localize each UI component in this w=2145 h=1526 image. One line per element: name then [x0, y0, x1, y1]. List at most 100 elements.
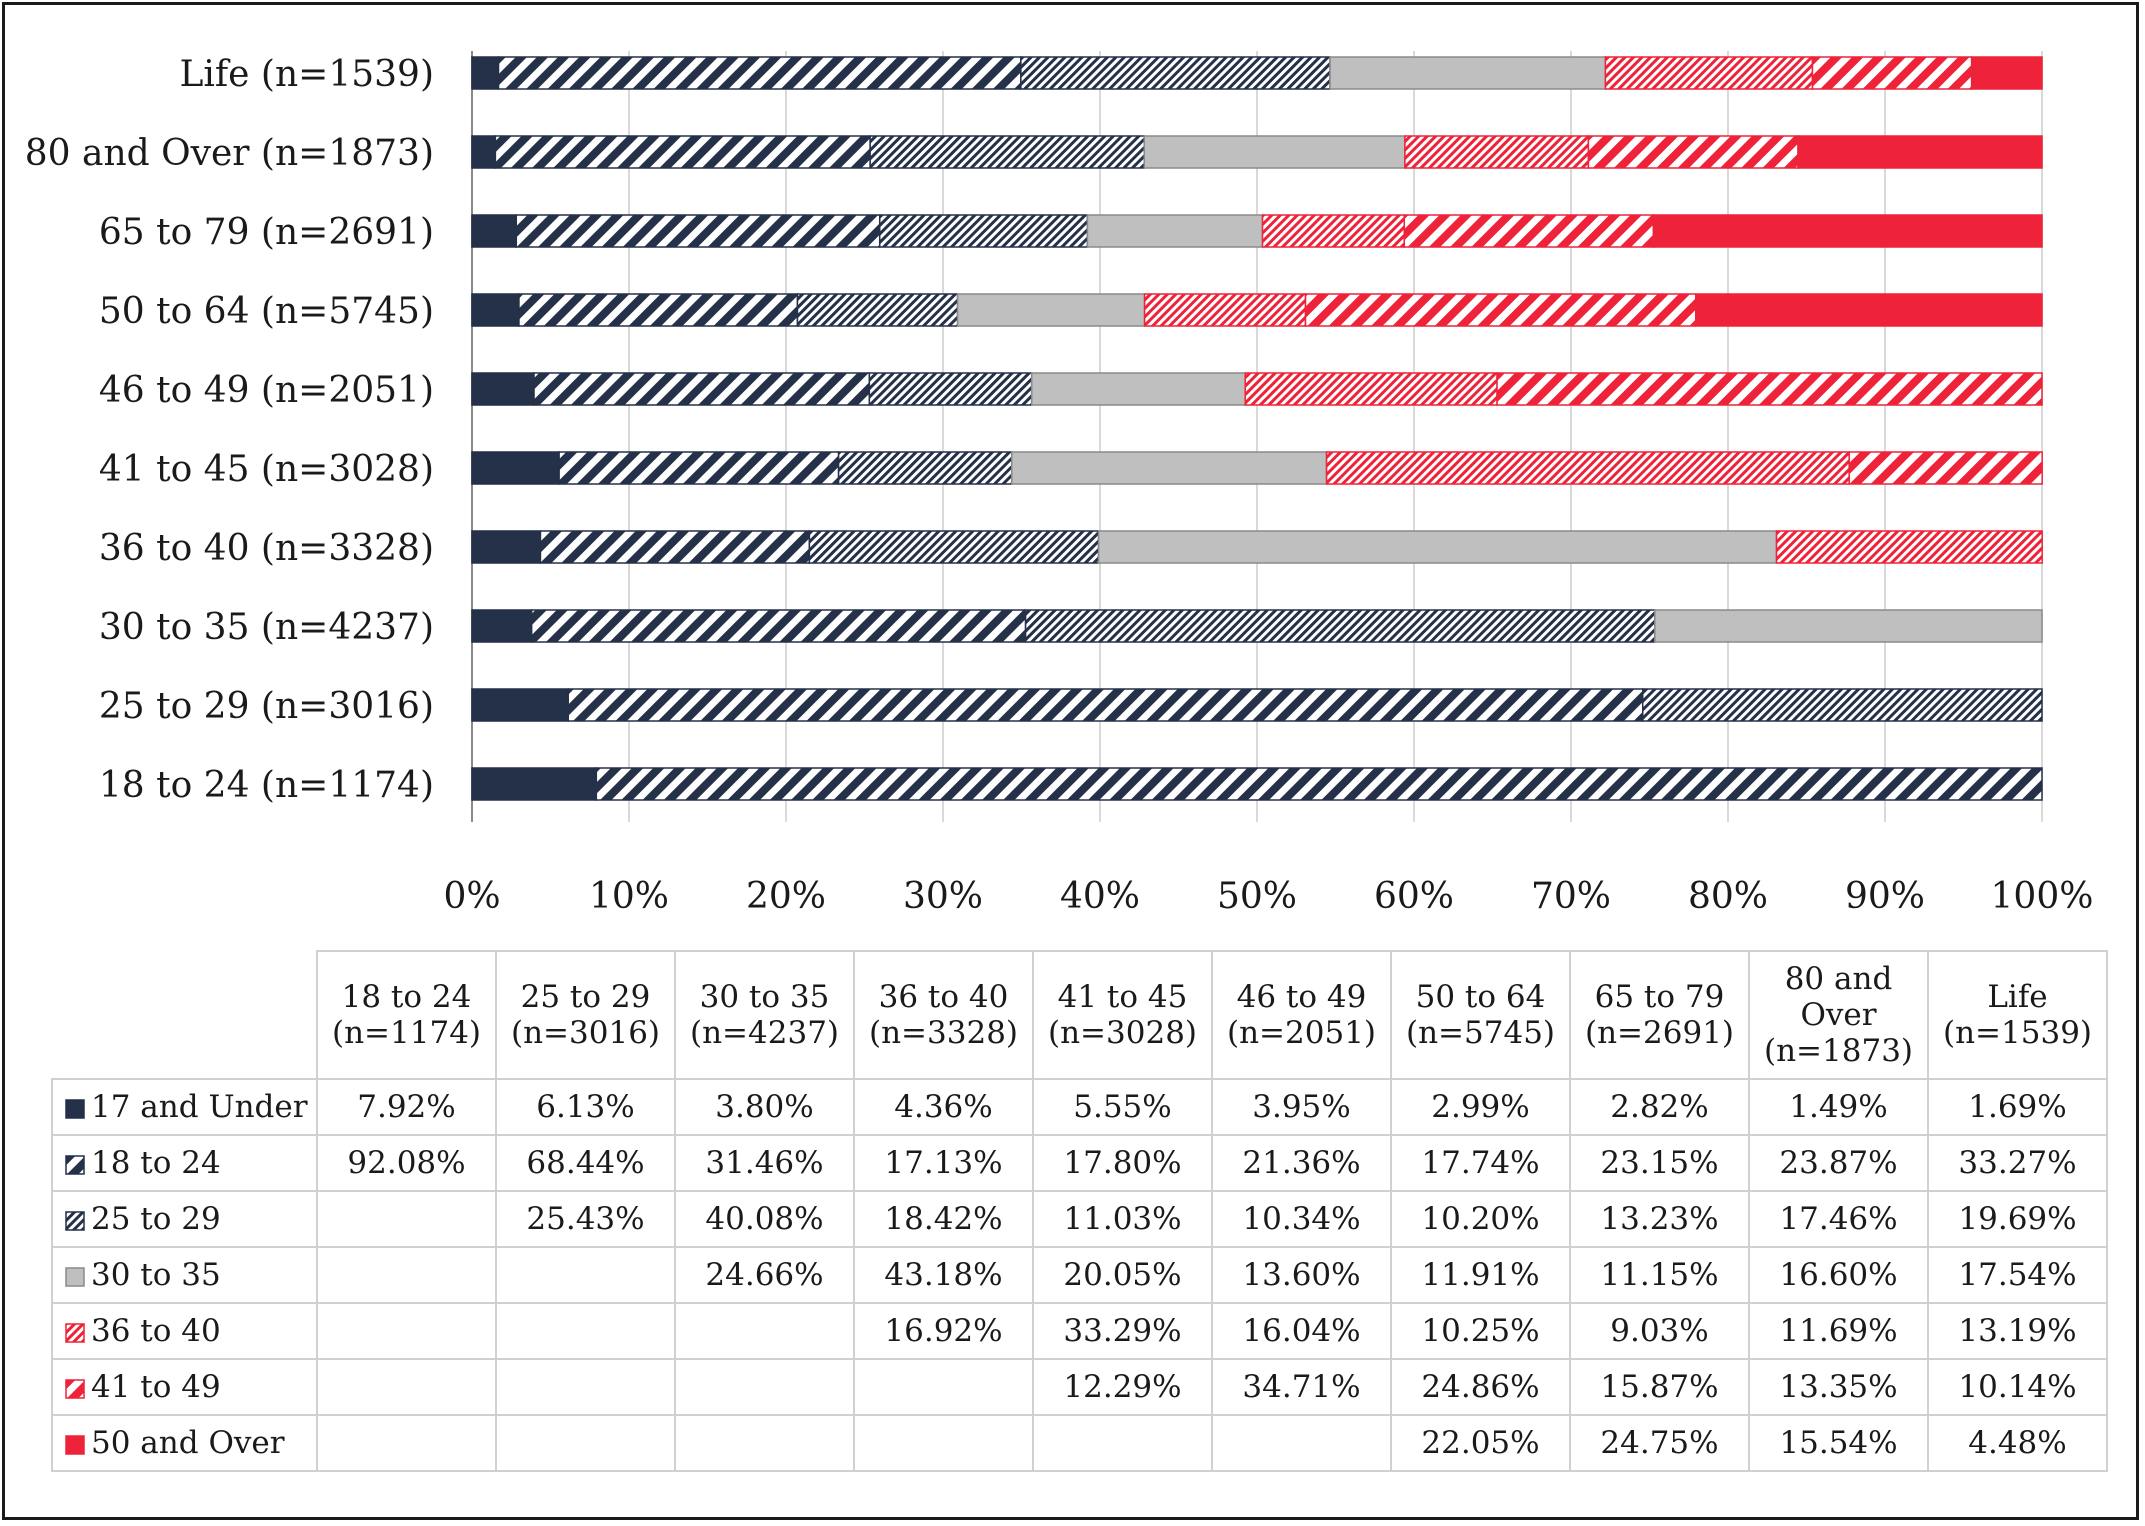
- legend-key: [65, 1435, 85, 1455]
- bar-segment: [567, 688, 1644, 722]
- table-cell: 25.43%: [495, 1190, 676, 1248]
- bar-segment: [1970, 56, 2043, 90]
- column-header-line: 50 to 64: [1415, 979, 1546, 1015]
- bar-segment: [471, 609, 533, 643]
- table-cell: 92.08%: [316, 1134, 497, 1192]
- x-tick-label: 40%: [1060, 876, 1140, 917]
- legend-label: 50 and Over: [91, 1425, 285, 1461]
- table-cell: 7.92%: [316, 1078, 497, 1136]
- table-cell: 15.87%: [1569, 1358, 1750, 1416]
- table-cell: 24.66%: [674, 1246, 855, 1304]
- legend-key: [65, 1211, 85, 1231]
- y-tick-label: 50 to 64 (n=5745): [99, 291, 434, 332]
- column-header-line: (n=1873): [1763, 1033, 1914, 1069]
- legend-label: 18 to 24: [91, 1145, 221, 1181]
- bar-segment: [494, 135, 871, 169]
- table-cell: 33.29%: [1032, 1302, 1213, 1360]
- bar-segment: [471, 530, 542, 564]
- y-tick-label: 41 to 45 (n=3028): [99, 449, 434, 490]
- x-tick-label: 20%: [746, 876, 826, 917]
- bar-segment: [1652, 214, 2043, 248]
- column-header-line: 25 to 29: [520, 979, 651, 1015]
- bar-segment: [956, 293, 1146, 327]
- legend-key-swatch: [65, 1211, 85, 1231]
- table-row-header: 25 to 29: [51, 1190, 318, 1248]
- bar-segment: [1097, 530, 1778, 564]
- table-cell: 10.34%: [1211, 1190, 1392, 1248]
- x-tick-label: 10%: [589, 876, 669, 917]
- table-cell: 9.03%: [1569, 1302, 1750, 1360]
- bar-segment: [1011, 451, 1328, 485]
- legend-key: [65, 1155, 85, 1175]
- legend-label: 17 and Under: [91, 1089, 308, 1125]
- table-column-header: 50 to 64 (n=5745): [1390, 950, 1571, 1080]
- table-cell: 13.60%: [1211, 1246, 1392, 1304]
- table-corner: [52, 951, 318, 1080]
- bar-segment: [1020, 56, 1331, 90]
- legend-key: [65, 1267, 85, 1287]
- legend-key: [65, 1099, 85, 1119]
- table-cell: 2.99%: [1390, 1078, 1571, 1136]
- table-cell: 34.71%: [1211, 1358, 1392, 1416]
- table-cell: 17.54%: [1927, 1246, 2108, 1304]
- table-cell: 4.48%: [1927, 1414, 2108, 1472]
- legend-label: 41 to 49: [91, 1369, 221, 1405]
- table-row: 25 to 29 25.43% 40.08% 18.42% 11.03% 10.34% 10…: [51, 1190, 2108, 1248]
- table-cell: 19.69%: [1927, 1190, 2108, 1248]
- bar-segment: [1775, 530, 2043, 564]
- table-cell: 5.55%: [1032, 1078, 1213, 1136]
- table-cell: [316, 1302, 497, 1360]
- bar-segment: [868, 372, 1033, 406]
- bar-segment: [1496, 372, 2043, 406]
- bar-segment: [1143, 135, 1406, 169]
- table-cell: 10.20%: [1390, 1190, 1571, 1248]
- bar-segment: [471, 135, 497, 169]
- table-cell: 17.13%: [853, 1134, 1034, 1192]
- table-row-header: 17 and Under: [51, 1078, 318, 1136]
- bar-segment: [1654, 609, 2043, 643]
- table-cell: 11.69%: [1748, 1302, 1929, 1360]
- y-tick-label: 46 to 49 (n=2051): [99, 370, 434, 411]
- table-column-header: 65 to 79 (n=2691): [1569, 950, 1750, 1080]
- table-row: 50 and Over 22.05% 24.75% 15.54% 4.48%: [51, 1414, 2108, 1472]
- x-tick-label: 100%: [1991, 876, 2094, 917]
- table-cell: 13.23%: [1569, 1190, 1750, 1248]
- bar-segment: [515, 214, 881, 248]
- bar-segment: [796, 293, 959, 327]
- y-tick-label: 80 and Over (n=1873): [25, 133, 434, 174]
- y-tick-label: 18 to 24 (n=1174): [99, 765, 434, 806]
- table-cell: 24.75%: [1569, 1414, 1750, 1472]
- legend-key: [65, 1323, 85, 1343]
- table-cell: 16.92%: [853, 1302, 1034, 1360]
- table-row: 41 to 49 12.29% 34.71% 24.86% 15.87% 13.35% 10…: [51, 1358, 2108, 1416]
- table-cell: [674, 1358, 855, 1416]
- table-column-header: Life (n=1539): [1927, 950, 2108, 1080]
- table-cell: 12.29%: [1032, 1358, 1213, 1416]
- table-cell: 43.18%: [853, 1246, 1034, 1304]
- table-cell: 18.42%: [853, 1190, 1034, 1248]
- table-cell: 23.15%: [1569, 1134, 1750, 1192]
- y-tick-label: 65 to 79 (n=2691): [99, 212, 434, 253]
- column-header-line: 18 to 24: [341, 979, 472, 1015]
- table-column-header: 46 to 49 (n=2051): [1211, 950, 1392, 1080]
- bar-segment: [1024, 609, 1656, 643]
- column-header-line: (n=3328): [868, 1015, 1019, 1051]
- legend-key-swatch: [65, 1099, 85, 1119]
- column-header-line: (n=3016): [510, 1015, 661, 1051]
- bar-segment: [1030, 372, 1246, 406]
- column-header-line: (n=3028): [1047, 1015, 1198, 1051]
- bar-segment: [837, 451, 1013, 485]
- table-row: 36 to 40 16.92% 33.29% 16.04% 10.25% 9.03% 11.…: [51, 1302, 2108, 1360]
- table-header-row: 18 to 24 (n=1174) 25 to 29 (n=3016) 30 to 35…: [52, 950, 2108, 1080]
- column-header-line: (n=5745): [1405, 1015, 1556, 1051]
- bar-segment: [1304, 293, 1697, 327]
- x-tick-label: 80%: [1688, 876, 1768, 917]
- table-cell: 23.87%: [1748, 1134, 1929, 1192]
- data-table: 18 to 24 (n=1174) 25 to 29 (n=3016) 30 to 35…: [51, 950, 2108, 1472]
- bar-segment: [1404, 135, 1590, 169]
- bar-segment: [878, 214, 1089, 248]
- bar-segment: [471, 767, 598, 801]
- table-column-header: 36 to 40 (n=3328): [853, 950, 1034, 1080]
- table-column-header: 41 to 45 (n=3028): [1032, 950, 1213, 1080]
- table-cell: 21.36%: [1211, 1134, 1392, 1192]
